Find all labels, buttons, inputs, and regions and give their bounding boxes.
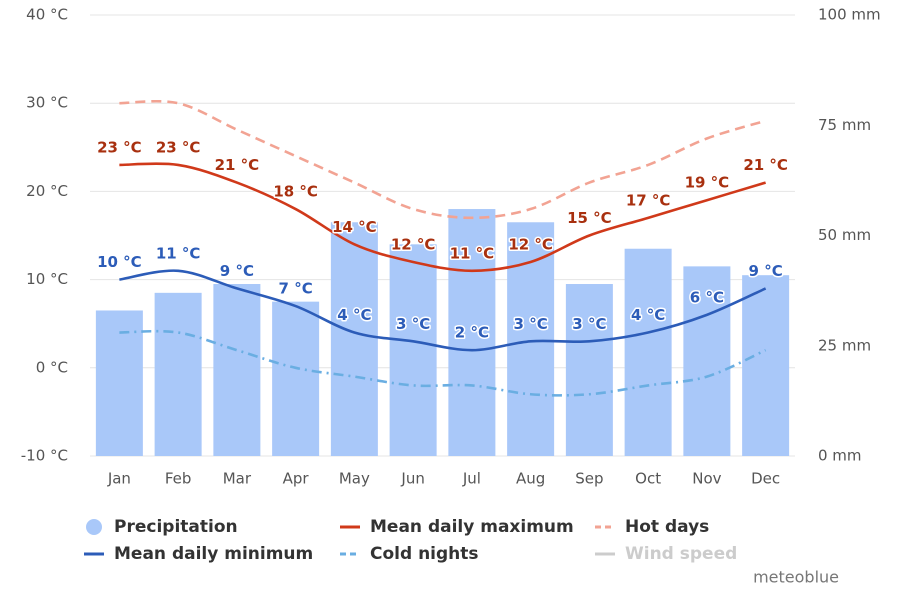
legend-symbol (86, 519, 102, 535)
bar (448, 209, 496, 456)
data-label: 9 °C (220, 262, 254, 280)
x-tick-label: Sep (575, 470, 603, 488)
y-tick-label: 40 °C (26, 6, 68, 24)
x-tick-label: Dec (751, 470, 780, 488)
bar (624, 248, 672, 456)
bar (389, 244, 437, 456)
x-tick-label: Mar (223, 470, 252, 488)
legend-label: Hot days (625, 517, 709, 537)
y2-tick-label: 0 mm (818, 447, 862, 465)
y2-tick-label: 25 mm (818, 336, 871, 354)
data-label: 2 °C (455, 324, 489, 342)
line (119, 162, 766, 273)
credit: meteoblue (753, 568, 839, 587)
y-tick-label: 20 °C (26, 182, 68, 200)
data-label: 23 °C (97, 138, 142, 156)
bar (683, 266, 731, 456)
data-label: 12 °C (508, 235, 553, 253)
bar (213, 284, 261, 456)
x-tick-label: May (339, 470, 370, 488)
data-label: 3 °C (396, 315, 430, 333)
data-label: 12 °C (391, 235, 436, 253)
legend-label: Wind speed (625, 544, 737, 564)
x-tick-label: Oct (635, 470, 661, 488)
line (119, 269, 767, 352)
bar (95, 310, 143, 456)
y2-tick-label: 75 mm (818, 116, 871, 134)
bar (565, 284, 613, 456)
x-tick-label: Nov (692, 470, 721, 488)
y2-tick-label: 50 mm (818, 226, 871, 244)
bar (272, 301, 320, 456)
bar (507, 222, 555, 456)
x-tick-label: Feb (165, 470, 192, 488)
data-label: 4 °C (631, 306, 665, 324)
bar (742, 275, 790, 456)
legend-label: Mean daily minimum (114, 544, 313, 564)
line (119, 99, 766, 220)
y-tick-label: 10 °C (26, 270, 68, 288)
bar (154, 292, 202, 456)
data-label: 11 °C (156, 244, 201, 262)
data-label: 18 °C (273, 183, 318, 201)
data-label: 23 °C (156, 138, 201, 156)
data-label: 4 °C (337, 306, 371, 324)
x-tick-label: Jun (400, 470, 424, 488)
data-label: 19 °C (685, 174, 730, 192)
data-label: 21 °C (215, 156, 260, 174)
lines (119, 99, 767, 397)
data-label: 3 °C (572, 315, 606, 333)
y-tick-label: 30 °C (26, 94, 68, 112)
x-tick-label: Aug (516, 470, 545, 488)
data-label: 10 °C (97, 253, 142, 271)
data-label: 9 °C (749, 262, 783, 280)
legend-label: Mean daily maximum (370, 517, 574, 537)
legend-label: Cold nights (370, 544, 479, 564)
labels: 23 °C 23 °C 21 °C 18 °C 14 °C 12 °C 11 °C 12 °C… (96, 137, 790, 343)
data-label: 17 °C (626, 191, 671, 209)
legend-label: Precipitation (114, 517, 238, 537)
line (119, 329, 767, 397)
y-tick-label: 0 °C (36, 358, 68, 376)
data-label: 7 °C (279, 280, 313, 298)
grid (90, 14, 795, 457)
x-tick-label: Jul (462, 470, 481, 488)
data-label: 6 °C (690, 288, 724, 306)
y-tick-label: -10 °C (21, 447, 68, 465)
x-tick-label: Apr (283, 470, 310, 488)
x-tick-label: Jan (107, 470, 131, 488)
data-label: 3 °C (514, 315, 548, 333)
bars (95, 209, 790, 456)
y2-tick-label: 100 mm (818, 6, 881, 24)
data-label: 21 °C (743, 156, 788, 174)
data-label: 15 °C (567, 209, 612, 227)
data-label: 14 °C (332, 218, 377, 236)
bar (330, 222, 378, 456)
data-label: 11 °C (450, 244, 495, 262)
